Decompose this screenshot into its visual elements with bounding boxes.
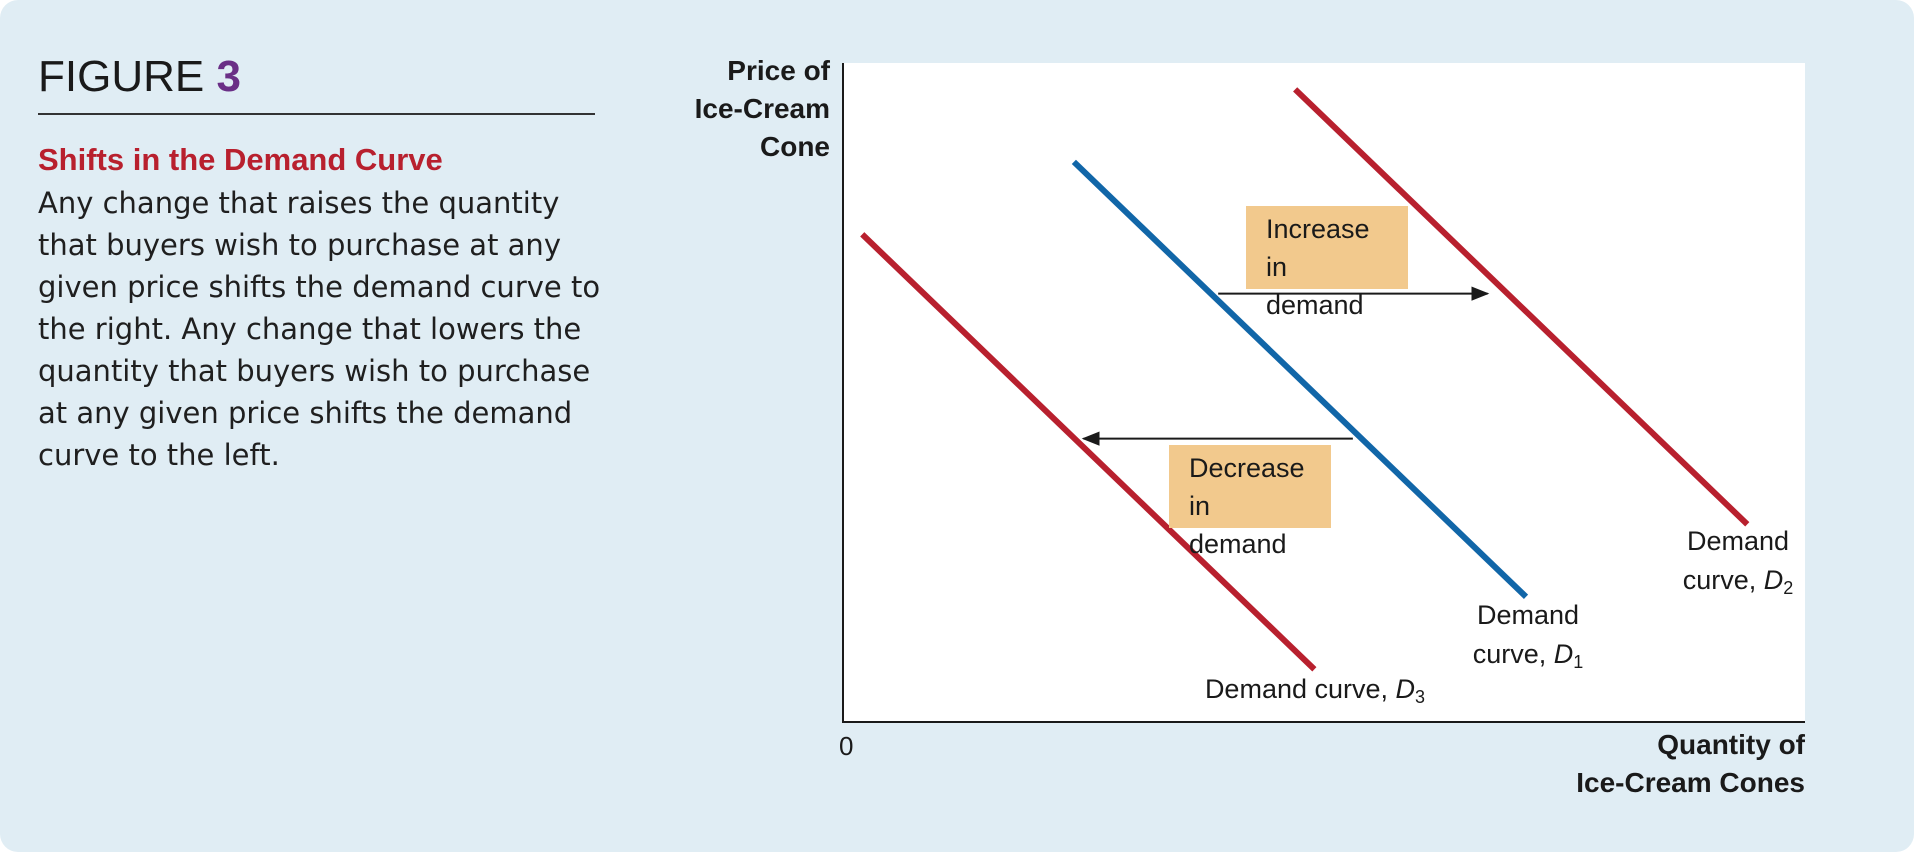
demand-curve-d2	[1293, 87, 1750, 527]
d2-label-symbol: D	[1763, 565, 1784, 595]
d1-label-subscript: 1	[1573, 652, 1584, 672]
d3-label-subscript: 3	[1415, 687, 1426, 707]
x-axis-title: Quantity of Ice-Cream Cones	[1500, 726, 1805, 802]
x-axis-title-line-2: Ice-Cream Cones	[1576, 767, 1805, 798]
demand-curve-d3	[860, 232, 1317, 672]
d2-label-line-1: Demand	[1686, 526, 1790, 556]
increase-in-demand-note: Increase in demand	[1246, 206, 1408, 320]
d1-label-text: curve,	[1472, 639, 1547, 669]
decrease-in-demand-note: Decrease in demand	[1169, 445, 1331, 559]
figure-caption: Any change that raises the quantity that…	[38, 186, 601, 472]
figure-number: 3	[216, 52, 241, 101]
demand-curve-d2-label: Demand curve, D2	[1672, 522, 1804, 608]
figure-subtitle: Shifts in the Demand Curve	[38, 142, 443, 177]
demand-curve-d3-label: Demand curve, D3	[1195, 670, 1435, 717]
demand-curves	[860, 87, 1750, 672]
d2-label-line-2: curve, D2	[1672, 561, 1804, 608]
y-axis-title: Price of Ice-Cream Cone	[640, 52, 830, 172]
heading-divider	[38, 113, 595, 115]
increase-note-line-1: Increase	[1266, 214, 1370, 244]
shift-arrows	[1081, 286, 1490, 446]
d3-label-text: Demand curve,	[1204, 674, 1389, 704]
x-axis-title-line-1: Quantity of	[1657, 729, 1805, 760]
d1-label-line-1: Demand	[1476, 600, 1580, 630]
demand-curve-d1	[1071, 159, 1529, 599]
d1-label-line-2: curve, D1	[1462, 635, 1594, 682]
demand-curve-d1-label: Demand curve, D1	[1462, 596, 1594, 682]
d2-label-text: curve,	[1682, 565, 1757, 595]
figure-heading: FIGURE 3	[38, 52, 241, 102]
d2-label-subscript: 2	[1783, 578, 1794, 598]
d3-label-symbol: D	[1395, 674, 1416, 704]
figure-label: FIGURE	[38, 52, 205, 101]
origin-label: 0	[839, 731, 854, 761]
d1-label-symbol: D	[1553, 639, 1574, 669]
increase-note-line-2: in demand	[1266, 252, 1364, 320]
decrease-note-line-2: in demand	[1189, 491, 1287, 559]
decrease-note-line-1: Decrease	[1189, 453, 1305, 483]
plot-area	[842, 63, 1805, 722]
y-axis-title-line-2: Ice-Cream	[694, 93, 830, 124]
y-axis-title-line-3: Cone	[760, 131, 830, 162]
y-axis-title-line-1: Price of	[727, 55, 830, 86]
